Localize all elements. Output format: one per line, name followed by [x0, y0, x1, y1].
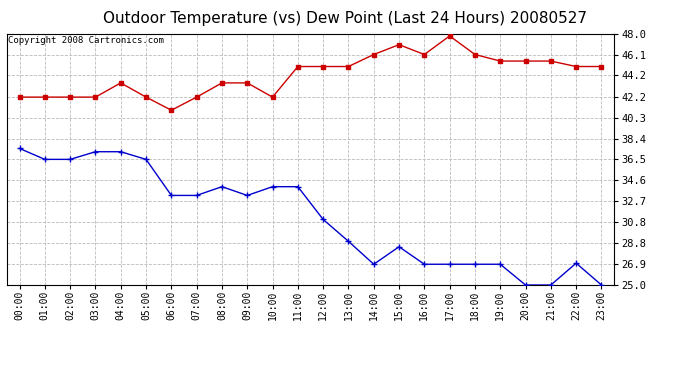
Text: Copyright 2008 Cartronics.com: Copyright 2008 Cartronics.com: [8, 36, 164, 45]
Text: Outdoor Temperature (vs) Dew Point (Last 24 Hours) 20080527: Outdoor Temperature (vs) Dew Point (Last…: [103, 11, 587, 26]
